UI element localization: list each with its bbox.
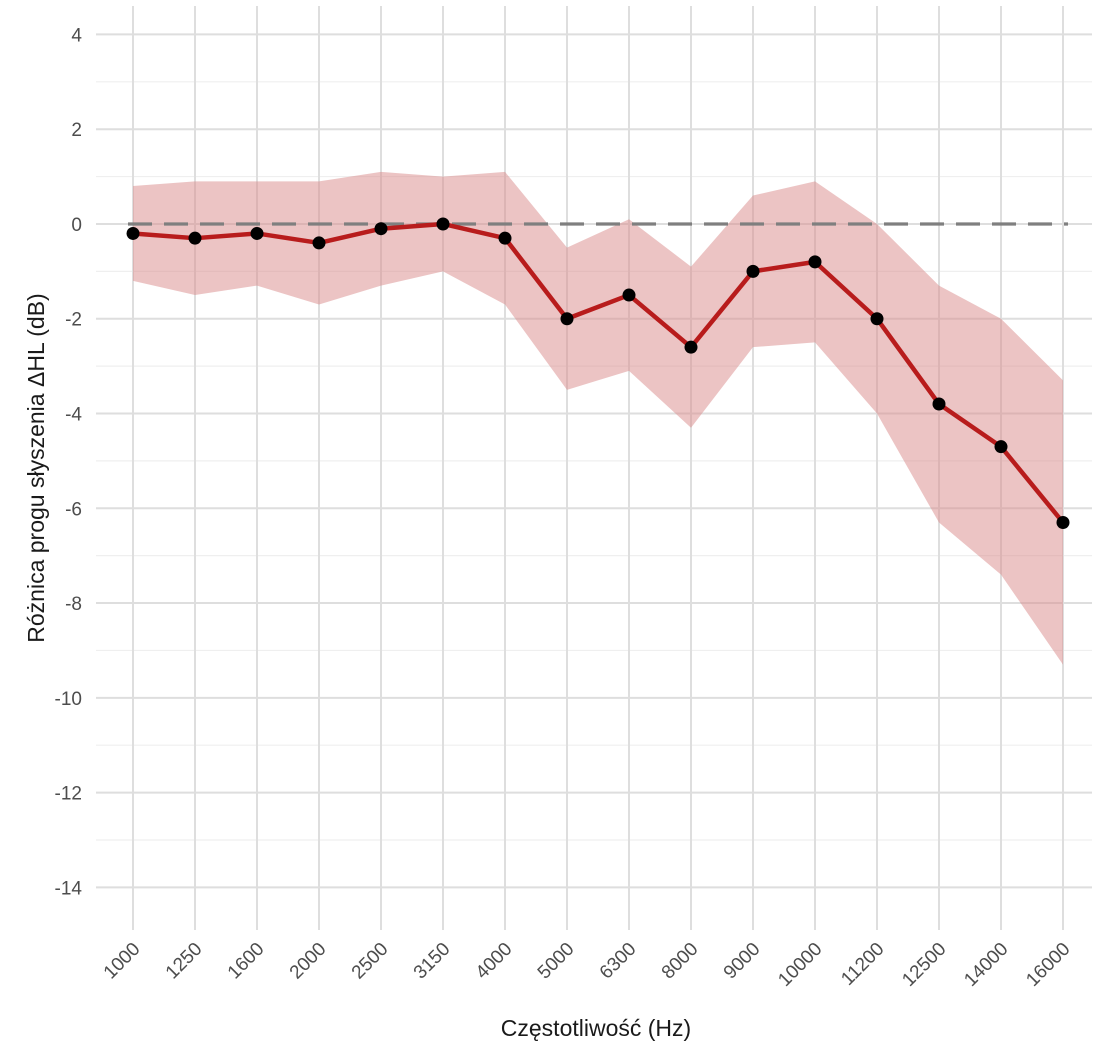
data-point-14000	[994, 440, 1008, 454]
x-tick-label: 1000	[100, 939, 145, 984]
data-point-6300	[622, 288, 636, 302]
x-tick-label: 11200	[837, 939, 888, 990]
data-point-10000	[808, 255, 822, 269]
y-tick-label: 2	[71, 120, 82, 141]
x-tick-label: 10000	[774, 939, 826, 991]
data-point-2000	[312, 236, 326, 250]
x-tick-label: 8000	[658, 939, 703, 984]
data-point-16000	[1056, 515, 1070, 529]
x-tick-label: 14000	[960, 939, 1012, 991]
data-point-8000	[684, 340, 698, 354]
data-point-9000	[746, 264, 760, 278]
y-axis-title: Różnica progu słyszenia ΔHL (dB)	[23, 293, 49, 642]
x-tick-label: 6300	[596, 939, 641, 984]
data-point-3150	[436, 217, 450, 231]
data-point-11200	[870, 312, 884, 326]
x-tick-label: 3150	[410, 939, 455, 984]
data-point-1000	[126, 226, 140, 240]
x-tick-label: 4000	[472, 939, 517, 984]
x-axis-title: Częstotliwość (Hz)	[501, 1015, 691, 1041]
x-tick-label: 1250	[162, 939, 207, 984]
data-point-5000	[560, 312, 574, 326]
x-tick-label: 1600	[224, 939, 269, 984]
mean-difference-line	[132, 221, 1065, 524]
x-tick-label: 12500	[898, 939, 950, 991]
y-tick-label: -12	[55, 784, 82, 805]
data-point-12500	[932, 397, 946, 411]
x-tick-label: 2000	[286, 939, 331, 984]
y-tick-label: -4	[65, 405, 82, 426]
x-tick-label: 16000	[1022, 939, 1074, 991]
y-tick-label: -6	[65, 499, 82, 520]
y-tick-label: -8	[65, 594, 82, 615]
data-point-1250	[188, 231, 202, 245]
y-tick-label: 0	[71, 215, 82, 236]
y-tick-labels: 4 2 0 -2 -4 -6 -8 -10 -12 -14	[55, 25, 83, 899]
data-points	[126, 217, 1070, 529]
y-tick-label: -2	[65, 310, 82, 331]
x-tick-labels: 1000 1250 1600 2000 2500 3150 4000 5000 6300 8000…	[100, 939, 1075, 991]
data-point-1600	[250, 226, 264, 240]
x-tick-label: 2500	[348, 939, 393, 984]
data-point-2500	[374, 222, 388, 236]
data-point-4000	[498, 231, 512, 245]
x-tick-label: 5000	[534, 939, 579, 984]
y-tick-label: -14	[55, 878, 83, 899]
confidence-band	[133, 171, 1063, 665]
y-tick-label: 4	[71, 25, 82, 46]
x-tick-label: 9000	[720, 939, 765, 984]
y-tick-label: -10	[55, 689, 82, 710]
